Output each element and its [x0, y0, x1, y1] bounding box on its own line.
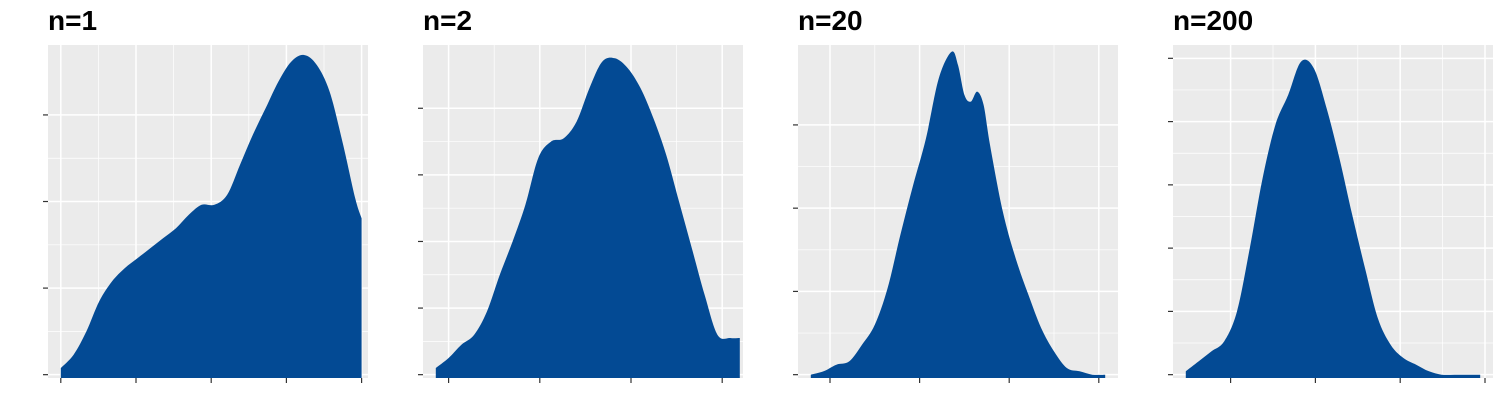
- density-area: [60, 54, 362, 379]
- panel-title: n=2: [423, 5, 472, 36]
- panel-2: n=2: [418, 5, 743, 383]
- panel-title: n=1: [48, 5, 97, 36]
- panel-title: n=200: [1173, 5, 1253, 36]
- density-area: [810, 51, 1106, 378]
- panel-3: n=20: [793, 5, 1118, 383]
- density-area: [1185, 59, 1481, 378]
- panel-1: n=1: [43, 5, 368, 383]
- panel-title: n=20: [798, 5, 863, 36]
- density-area: [435, 57, 740, 379]
- panel-4: n=200: [1168, 5, 1493, 383]
